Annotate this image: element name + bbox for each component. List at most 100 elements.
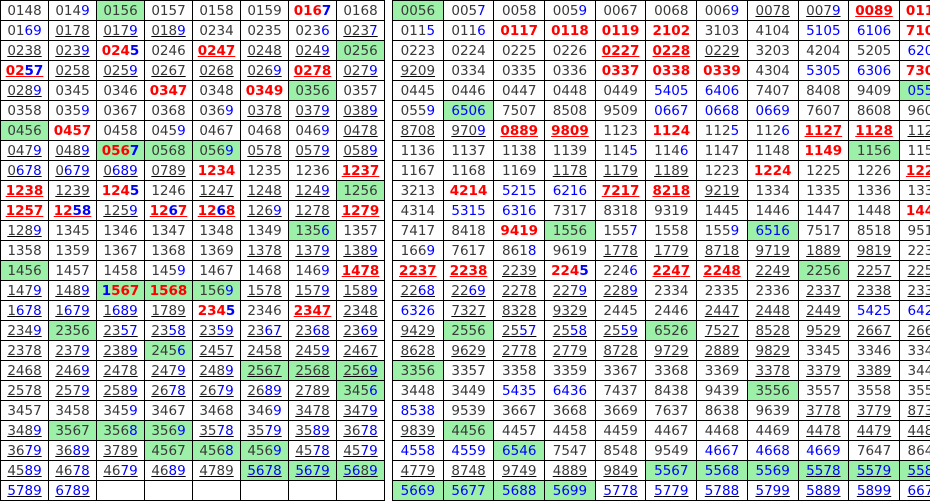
number-cell[interactable]: 0556 (898, 80, 930, 101)
number-cell[interactable]: 1379 (288, 240, 337, 261)
number-cell[interactable]: 1467 (192, 260, 241, 281)
number-cell[interactable]: 2248 (696, 260, 748, 281)
number-cell[interactable]: 0058 (493, 0, 546, 21)
number-cell[interactable]: 3357 (442, 360, 495, 381)
number-cell[interactable]: 0246 (144, 40, 193, 61)
number-cell[interactable]: 0368 (144, 100, 193, 121)
number-cell[interactable]: 8218 (645, 180, 698, 201)
number-cell[interactable]: 2889 (696, 340, 748, 361)
number-cell[interactable]: 2468 (0, 360, 49, 381)
number-cell[interactable]: 1123 (594, 120, 647, 141)
number-cell[interactable]: 1789 (144, 300, 193, 321)
number-cell[interactable]: 0259 (96, 60, 145, 81)
number-cell[interactable]: 5778 (594, 480, 647, 501)
number-cell[interactable]: 3579 (240, 420, 289, 441)
number-cell[interactable]: 1145 (594, 140, 647, 161)
number-cell[interactable]: 4459 (594, 420, 647, 441)
number-cell[interactable]: 3689 (48, 440, 97, 461)
number-cell[interactable]: 1178 (544, 160, 596, 181)
number-cell[interactable]: 1469 (288, 260, 337, 281)
number-cell[interactable]: 3459 (96, 400, 145, 421)
number-cell[interactable]: 1257 (0, 200, 49, 221)
number-cell[interactable]: 1358 (0, 240, 49, 261)
number-cell[interactable]: 9209 (392, 60, 444, 81)
number-cell[interactable]: 9809 (544, 120, 596, 141)
number-cell[interactable]: 1445 (696, 200, 748, 221)
number-cell[interactable]: 0229 (696, 40, 748, 61)
number-cell[interactable]: 0078 (746, 0, 799, 21)
number-cell[interactable]: 1478 (336, 260, 385, 281)
number-cell[interactable]: 9619 (544, 240, 596, 261)
number-cell[interactable]: 8708 (392, 120, 444, 141)
number-cell[interactable]: 3679 (0, 440, 49, 461)
number-cell[interactable]: 3569 (144, 420, 193, 441)
number-cell[interactable]: 3379 (797, 360, 850, 381)
number-cell[interactable]: 2459 (288, 340, 337, 361)
number-cell[interactable]: 3467 (144, 400, 193, 421)
number-cell[interactable]: 0226 (544, 40, 596, 61)
number-cell[interactable]: 8648 (898, 440, 930, 461)
number-cell[interactable]: 4558 (392, 440, 444, 461)
number-cell[interactable]: 1479 (0, 280, 49, 301)
number-cell[interactable]: 2667 (848, 320, 900, 341)
number-cell[interactable]: 2258 (898, 260, 930, 281)
number-cell[interactable]: 3457 (0, 400, 49, 421)
number-cell[interactable]: 3203 (746, 40, 799, 61)
number-cell[interactable]: 0067 (594, 0, 647, 21)
number-cell[interactable]: 1236 (288, 160, 337, 181)
number-cell[interactable]: 2378 (0, 340, 49, 361)
number-cell[interactable]: 7437 (594, 380, 647, 401)
number-cell[interactable]: 5567 (645, 460, 698, 481)
number-cell[interactable]: 6436 (544, 380, 596, 401)
number-cell[interactable]: 2239 (493, 260, 546, 281)
number-cell[interactable]: 0267 (144, 60, 193, 81)
number-cell[interactable]: 8328 (493, 300, 546, 321)
number-cell[interactable]: 0345 (48, 80, 97, 101)
number-cell[interactable]: 0225 (493, 40, 546, 61)
number-cell[interactable]: 0149 (48, 0, 97, 21)
number-cell[interactable]: 3779 (848, 400, 900, 421)
number-cell[interactable]: 9329 (544, 300, 596, 321)
number-cell[interactable]: 1589 (336, 280, 385, 301)
number-cell[interactable]: 1247 (192, 180, 241, 201)
number-cell[interactable]: 0189 (144, 20, 193, 41)
number-cell[interactable]: 2379 (48, 340, 97, 361)
number-cell[interactable]: 0456 (0, 120, 49, 141)
number-cell[interactable]: 8438 (645, 380, 698, 401)
number-cell[interactable]: 0239 (48, 40, 97, 61)
number-cell[interactable]: 1558 (645, 220, 698, 241)
number-cell[interactable]: 1234 (192, 160, 241, 181)
number-cell[interactable]: 5578 (797, 460, 850, 481)
number-cell[interactable]: 2345 (192, 300, 241, 321)
number-cell[interactable]: 0249 (288, 40, 337, 61)
number-cell[interactable]: 1457 (48, 260, 97, 281)
number-cell[interactable]: 6206 (898, 40, 930, 61)
number-cell[interactable]: 0347 (144, 80, 193, 101)
number-cell[interactable]: 4568 (192, 440, 241, 461)
number-cell[interactable]: 2469 (48, 360, 97, 381)
number-cell[interactable]: 5215 (493, 180, 546, 201)
number-cell[interactable]: 0257 (0, 60, 49, 81)
number-cell[interactable]: 4579 (336, 440, 385, 461)
number-cell[interactable]: 2102 (645, 20, 698, 41)
number-cell[interactable]: 1389 (336, 240, 385, 261)
number-cell[interactable]: 2246 (594, 260, 647, 281)
number-cell[interactable]: 4559 (442, 440, 495, 461)
number-cell[interactable]: 0467 (192, 120, 241, 141)
number-cell[interactable]: 1169 (493, 160, 546, 181)
number-cell[interactable]: 5669 (392, 480, 444, 501)
number-cell[interactable]: 0579 (288, 140, 337, 161)
number-cell[interactable]: 9409 (848, 80, 900, 101)
number-cell[interactable]: 2369 (336, 320, 385, 341)
number-cell[interactable]: 2779 (544, 340, 596, 361)
number-cell[interactable]: 1149 (797, 140, 850, 161)
number-cell[interactable]: 0359 (48, 100, 97, 121)
number-cell[interactable]: 0336 (544, 60, 596, 81)
number-cell[interactable]: 1225 (797, 160, 850, 181)
number-cell[interactable]: 2347 (288, 300, 337, 321)
number-cell[interactable]: 1559 (696, 220, 748, 241)
number-cell[interactable]: 7417 (392, 220, 444, 241)
number-cell[interactable]: 5679 (288, 460, 337, 481)
number-cell[interactable]: 1156 (848, 140, 900, 161)
